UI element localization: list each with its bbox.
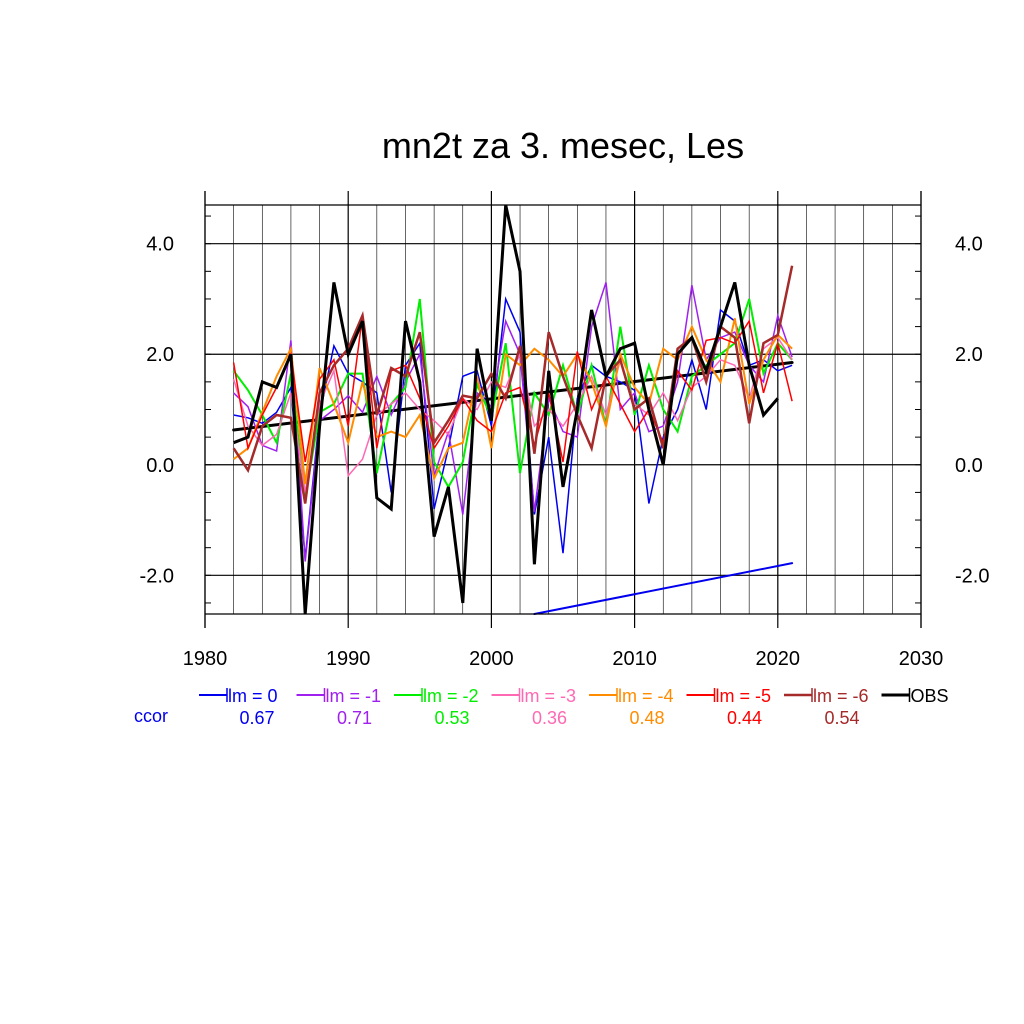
x-tick-label: 2030 bbox=[899, 648, 944, 670]
x-tick-label: 2020 bbox=[756, 648, 801, 670]
legend-ccor-value: 0.36 bbox=[532, 708, 567, 728]
x-tick-label: 1990 bbox=[326, 648, 371, 670]
y-tick-label-right: -2.0 bbox=[955, 565, 989, 587]
legend-label: OBS bbox=[911, 686, 949, 706]
y-tick-label-left: 2.0 bbox=[146, 344, 174, 366]
chart-title: mn2t za 3. mesec, Les bbox=[382, 125, 744, 166]
series-line bbox=[232, 318, 793, 485]
series-line bbox=[232, 298, 793, 499]
trend-line bbox=[232, 361, 794, 432]
trend-line bbox=[533, 562, 794, 615]
y-tick-label-left: 4.0 bbox=[146, 234, 174, 256]
series-line bbox=[233, 282, 793, 562]
y-tick-label-left: -2.0 bbox=[140, 565, 174, 587]
series-line bbox=[232, 315, 793, 463]
legend-label: lm = -3 bbox=[521, 686, 577, 706]
ccor-label: ccor bbox=[134, 706, 168, 726]
legend-ccor-value: 0.48 bbox=[629, 708, 664, 728]
legend-ccor-value: 0.71 bbox=[337, 708, 372, 728]
legend-ccor-value: 0.67 bbox=[239, 708, 274, 728]
x-tick-label: 1980 bbox=[183, 648, 228, 670]
y-tick-label-right: 4.0 bbox=[955, 234, 983, 256]
legend-label: lm = -5 bbox=[716, 686, 772, 706]
legend-label: lm = 0 bbox=[228, 686, 278, 706]
legend-label: lm = -4 bbox=[618, 686, 674, 706]
x-tick-label: 2000 bbox=[469, 648, 514, 670]
series-line bbox=[232, 265, 794, 504]
trend-lines bbox=[232, 361, 794, 615]
x-tick-label: 2010 bbox=[612, 648, 657, 670]
y-tick-label-left: 0.0 bbox=[146, 455, 174, 477]
legend-label: lm = -6 bbox=[813, 686, 869, 706]
plot-frame bbox=[204, 191, 922, 628]
tick-labels: 1980 1990 2000 2010 2020 2030 -2.0 -2.0 0.0 0.0 2.… bbox=[140, 234, 990, 670]
legend-label: lm = -2 bbox=[423, 686, 479, 706]
legend-label: lm = -1 bbox=[326, 686, 382, 706]
legend-ccor-value: 0.53 bbox=[434, 708, 469, 728]
y-tick-label-right: 0.0 bbox=[955, 455, 983, 477]
legend-ccor-value: 0.54 bbox=[824, 708, 859, 728]
y-tick-label-right: 2.0 bbox=[955, 344, 983, 366]
legend-ccor-value: 0.44 bbox=[727, 708, 762, 728]
